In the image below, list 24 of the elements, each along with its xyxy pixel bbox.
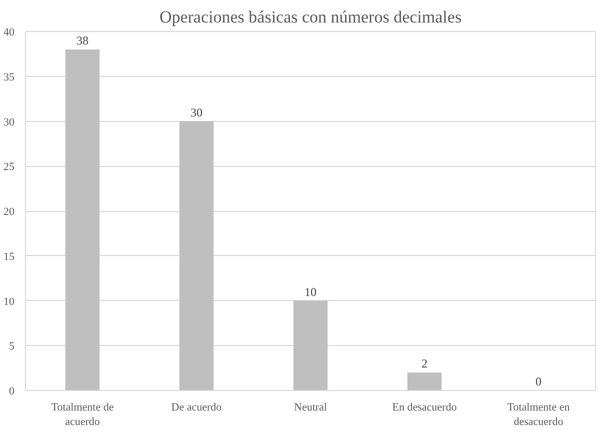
- bar: [407, 372, 442, 390]
- bar: [293, 300, 328, 390]
- chart-title: Operaciones básicas con números decimales: [159, 8, 462, 26]
- y-tick-label: 35: [4, 71, 15, 84]
- y-tick-label: 5: [9, 340, 15, 353]
- y-tick-label: 30: [4, 116, 15, 128]
- x-tick-label: En desacuerdo: [392, 402, 458, 414]
- x-tick-label: De acuerdo: [171, 402, 222, 414]
- x-tick-label: Totalmente en desacuerdo: [507, 402, 570, 428]
- data-label: 0: [536, 374, 542, 388]
- y-tick-label: 25: [4, 161, 15, 174]
- data-label: 10: [304, 284, 316, 299]
- data-label: 38: [76, 33, 88, 48]
- y-tick-label: 15: [4, 250, 15, 263]
- y-tick-label: 10: [4, 296, 15, 308]
- y-tick-label: 0: [9, 386, 15, 398]
- data-label: 30: [190, 105, 202, 120]
- bar: [179, 121, 214, 390]
- x-tick-label: Totalmente de acuerdo: [51, 402, 114, 428]
- bar: [65, 49, 100, 390]
- x-tick-label: Neutral: [294, 402, 327, 414]
- y-tick-label: 20: [4, 206, 15, 218]
- data-label: 2: [422, 356, 428, 371]
- y-tick-label: 40: [4, 26, 15, 38]
